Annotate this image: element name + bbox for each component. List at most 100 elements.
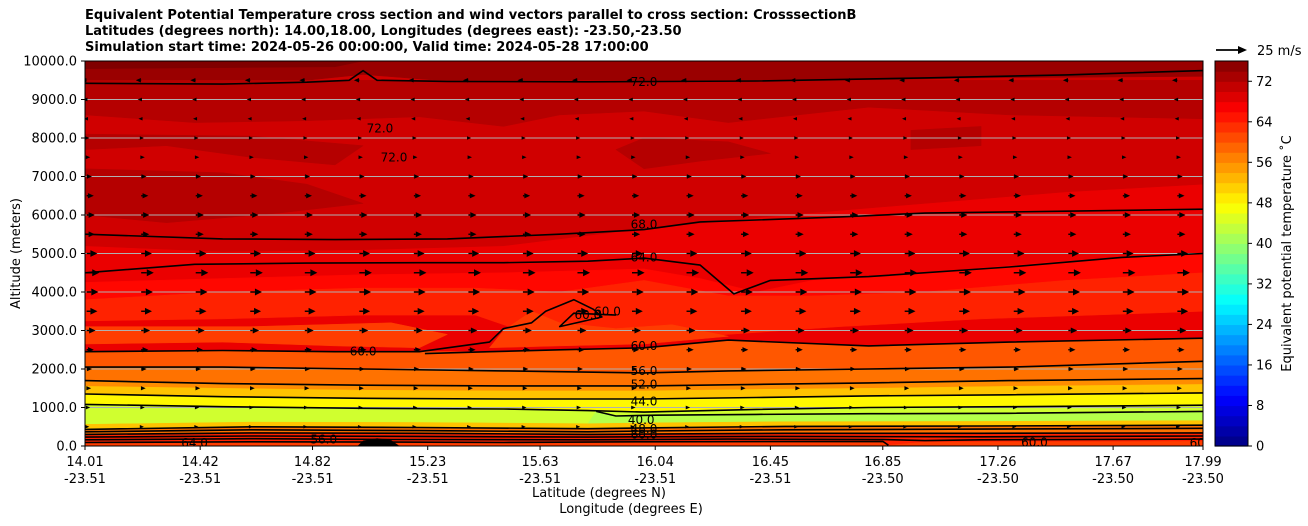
wind-arrow	[464, 97, 470, 102]
colorbar-swatch	[1215, 101, 1248, 113]
wind-arrow	[1008, 77, 1014, 83]
wind-arrow	[850, 250, 861, 257]
wind-arrow	[521, 425, 526, 429]
wind-arrow	[138, 117, 143, 121]
wind-arrow	[903, 155, 909, 160]
wind-arrow-head	[853, 250, 861, 257]
wind-arrow-head	[1179, 212, 1186, 218]
wind-arrow-head	[1174, 117, 1179, 121]
wind-arrow	[741, 366, 747, 372]
wind-arrow	[413, 288, 426, 296]
wind-arrow	[250, 250, 262, 257]
wind-arrow	[468, 174, 474, 179]
wind-arrow	[250, 347, 258, 353]
wind-arrow	[195, 212, 204, 218]
wind-arrow-head	[1072, 307, 1080, 315]
wind-arrow-head	[1067, 405, 1072, 410]
x-axis: 14.01 -23.51 14.42 -23.51 14.82 -23.51 15.23 -2…	[64, 446, 1224, 487]
y-tick-label: 2000.0	[32, 363, 78, 378]
wind-arrow-head	[1072, 288, 1080, 296]
wind-arrow	[959, 327, 969, 334]
wind-arrow	[520, 117, 525, 121]
wind-arrow	[141, 212, 150, 218]
wind-arrow	[795, 366, 802, 372]
wind-arrow-head	[363, 307, 371, 315]
contour-line-60	[424, 337, 1203, 355]
wind-arrow-head	[795, 174, 802, 179]
wind-arrow	[1117, 77, 1123, 83]
wind-arrow	[1013, 327, 1023, 334]
wind-arrow	[250, 288, 262, 296]
wind-arrow-head	[525, 327, 532, 334]
wind-arrow	[1013, 174, 1020, 179]
wind-arrow	[576, 155, 582, 160]
wind-arrow-head	[631, 386, 637, 391]
wind-arrow-head	[524, 347, 531, 353]
wind-arrow-head	[904, 386, 910, 391]
wind-arrow	[848, 136, 853, 140]
colorbar-swatch	[1215, 435, 1248, 447]
wind-arrow	[195, 193, 203, 199]
contour-label: 48.0	[631, 422, 658, 436]
wind-arrow-head	[634, 327, 642, 334]
wind-arrow	[355, 97, 361, 102]
wind-arrow	[194, 425, 199, 429]
wind-arrow-head	[254, 250, 262, 257]
y-tick-label: 1000.0	[32, 401, 78, 416]
wind-arrow	[1122, 231, 1131, 238]
wind-arrow	[357, 425, 363, 429]
wind-arrow	[685, 136, 690, 140]
y-tick-label: 9000.0	[32, 93, 78, 108]
wind-arrow-head	[581, 250, 589, 257]
wind-arrow	[850, 174, 856, 179]
wind-arrow	[195, 386, 201, 391]
contour-label: 60.0	[1190, 436, 1217, 450]
wind-arrow	[1068, 366, 1074, 372]
contour-line-68	[85, 208, 1203, 241]
wind-arrow-head	[740, 386, 746, 391]
wind-arrow	[1122, 307, 1134, 315]
wind-arrow	[958, 155, 963, 160]
contour-label: 60.0	[631, 339, 658, 353]
wind-arrow-head	[632, 174, 638, 179]
wind-arrow-head	[957, 425, 962, 429]
wind-arrow-head	[470, 212, 477, 218]
wind-arrow-head	[790, 77, 796, 83]
wind-arrow-head	[1128, 269, 1136, 277]
wind-arrow	[250, 269, 263, 277]
wind-arrow-head	[688, 212, 695, 218]
wind-arrow-head	[792, 117, 797, 121]
wind-arrow-head	[364, 288, 372, 296]
wind-arrow	[577, 212, 586, 218]
colorbar-swatch	[1215, 152, 1248, 163]
wind-arrow-head	[735, 77, 741, 83]
wind-arrow	[304, 231, 313, 238]
wind-arrow	[468, 307, 480, 315]
wind-arrow-head	[851, 193, 858, 199]
chart-title: Equivalent Potential Temperature cross s…	[85, 8, 856, 56]
colorbar-swatch	[1215, 243, 1248, 255]
wind-arrow-head	[631, 155, 636, 160]
wind-arrow	[686, 386, 692, 391]
contour-label: 40.0	[628, 413, 655, 427]
wind-arrow-head	[903, 155, 909, 160]
wind-arrow	[413, 327, 423, 334]
wind-arrow-head	[1062, 77, 1068, 83]
wind-arrow-head	[1067, 155, 1072, 160]
colorbar-swatch	[1215, 395, 1248, 407]
wind-arrow-head	[140, 405, 145, 410]
wind-arrow-head	[194, 425, 199, 429]
wind-arrow	[1176, 155, 1181, 160]
wind-arrow-head	[955, 97, 961, 102]
wind-arrow-head	[958, 405, 963, 410]
wind-arrow-head	[741, 366, 747, 372]
wind-arrow	[681, 77, 687, 83]
wind-arrow-head	[579, 231, 586, 238]
wind-arrow	[794, 405, 800, 410]
wind-arrow	[195, 231, 204, 238]
colorbar-swatch	[1215, 81, 1248, 92]
wind-arrow-head	[792, 97, 797, 102]
wind-arrow-head	[1017, 250, 1025, 257]
wind-arrow-head	[468, 174, 474, 179]
wind-arrow	[849, 405, 854, 410]
